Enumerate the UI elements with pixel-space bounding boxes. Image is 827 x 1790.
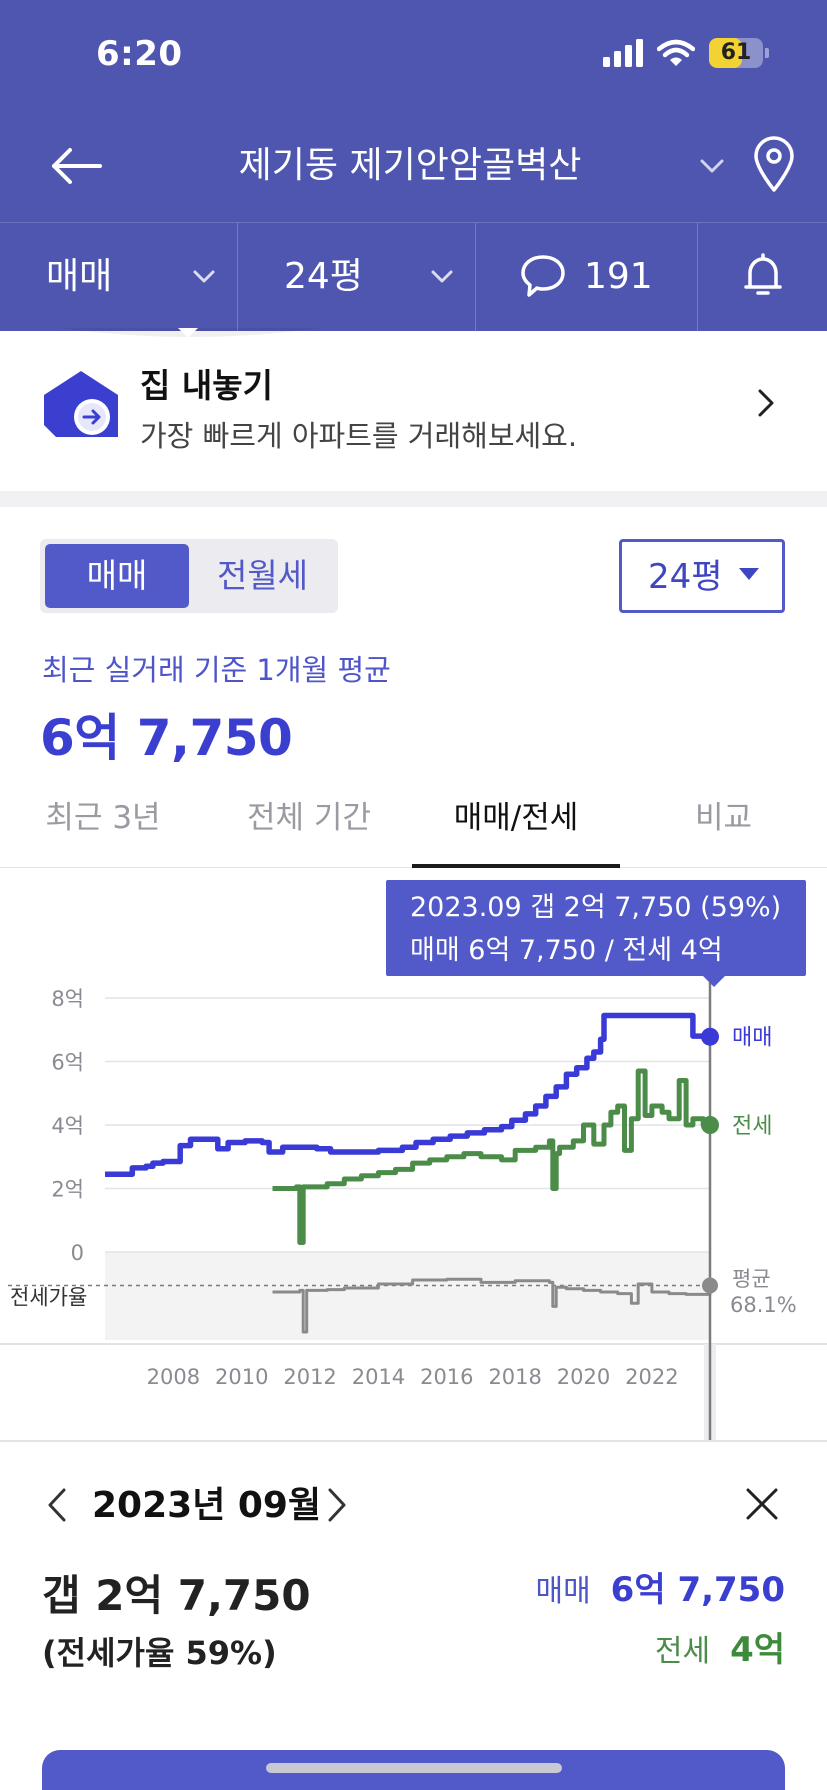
- signal-icon: [603, 39, 643, 67]
- price-chart[interactable]: 8억 6억 4억 2억 0 전세가율 2008 2010 2012 2014 2016 2018 202…: [0, 868, 827, 1440]
- series-label-jeonse: 전세: [732, 1114, 772, 1139]
- jeonse-marker: [701, 1116, 719, 1134]
- period-tabs: 최근 3년 전체 기간 매매/전세 비교: [0, 782, 827, 868]
- series-line-ratio: [272, 1277, 712, 1334]
- house-arrow-icon: [44, 371, 118, 437]
- x-tick-label: 2018: [488, 1365, 541, 1389]
- battery-icon: 61: [709, 38, 769, 68]
- status-icons: 61: [603, 38, 769, 68]
- detail-sale-row: 매매 6억 7,750: [535, 1562, 785, 1611]
- detail-jeonse-value: 4억: [730, 1630, 785, 1670]
- x-tick-label: 2012: [283, 1365, 336, 1389]
- segment-sale[interactable]: 매매: [45, 544, 189, 608]
- header: 6:20 61: [0, 0, 827, 332]
- status-time: 6:20: [96, 34, 183, 74]
- complex-title[interactable]: 제기동 제기안암골벽산: [238, 145, 582, 186]
- trade-type-filter[interactable]: 매매: [0, 223, 238, 332]
- tab-recent-3y[interactable]: 최근 3년: [45, 800, 161, 836]
- nav-bar: 제기동 제기안암골벽산: [0, 110, 827, 222]
- ratio-average-label: 평균: [732, 1267, 771, 1291]
- average-price: 6억 7,750: [40, 709, 293, 767]
- tab-sale-jeonse[interactable]: 매매/전세: [453, 800, 579, 836]
- location-pin-icon[interactable]: [752, 134, 796, 194]
- wifi-icon: [657, 39, 695, 66]
- comments-button[interactable]: 191: [476, 223, 698, 332]
- x-tick-label: 2008: [147, 1365, 200, 1389]
- size-dropdown-value: 24평: [648, 557, 723, 597]
- section-divider: [0, 491, 827, 507]
- ratio-average-value: 68.1%: [730, 1293, 797, 1317]
- x-tick-label: 2020: [557, 1365, 610, 1389]
- price-chart-svg: 8억 6억 4억 2억 0 전세가율 2008 2010 2012 2014 2016 2018 202…: [0, 978, 827, 1440]
- selected-month: 2023년 09월: [92, 1485, 322, 1526]
- caret-down-icon: [739, 568, 759, 580]
- detail-jeonse-row: 전세 4억: [655, 1622, 785, 1671]
- ratio-axis-label: 전세가율: [10, 1286, 87, 1310]
- chevron-left-icon[interactable]: [42, 1484, 72, 1526]
- jeonse-ratio: (전세가율 59%): [42, 1634, 277, 1672]
- notification-button[interactable]: [698, 223, 827, 332]
- home-indicator: [266, 1763, 562, 1773]
- battery-level: 61: [720, 40, 752, 65]
- gap-amount: 갭 2억 7,750: [42, 1571, 311, 1620]
- tab-all-period[interactable]: 전체 기간: [247, 800, 371, 836]
- chevron-right-icon[interactable]: [322, 1484, 352, 1526]
- active-tab-indicator: [412, 864, 620, 868]
- ratio-marker: [702, 1277, 718, 1294]
- y-tick-label: 8억: [51, 987, 84, 1011]
- tooltip-shadow: [60, 328, 320, 338]
- area-label: 24평: [284, 256, 363, 297]
- ratio-band: [105, 1252, 710, 1340]
- y-tick-label: 2억: [51, 1178, 84, 1202]
- sell-home-banner[interactable]: 집 내놓기 가장 빠르게 아파트를 거래해보세요.: [0, 331, 827, 491]
- trade-segment-control: 매매 전월세: [40, 539, 338, 613]
- y-tick-label: 4억: [51, 1114, 84, 1138]
- tab-compare[interactable]: 비교: [694, 800, 753, 836]
- series-line-jeonse: [272, 1068, 710, 1245]
- average-caption: 최근 실거래 기준 1개월 평균: [42, 653, 391, 687]
- detail-sale-label: 매매: [535, 1574, 591, 1609]
- segment-rent[interactable]: 전월세: [216, 556, 309, 595]
- series-line-sale: [105, 1012, 713, 1177]
- x-tick-label: 2022: [625, 1365, 678, 1389]
- tooltip-line-2: 매매 6억 7,750 / 전세 4억: [410, 935, 723, 966]
- promo-subtitle: 가장 빠르게 아파트를 거래해보세요.: [140, 419, 578, 453]
- area-filter[interactable]: 24평: [238, 223, 476, 332]
- series-label-sale: 매매: [732, 1026, 772, 1051]
- promo-title: 집 내놓기: [140, 366, 273, 405]
- chart-tooltip: 2023.09 갭 2억 7,750 (59%) 매매 6억 7,750 / 전…: [386, 880, 806, 976]
- speech-bubble-icon: [521, 255, 565, 297]
- y-tick-label: 6억: [51, 1051, 84, 1075]
- detail-jeonse-label: 전세: [654, 1634, 711, 1669]
- tooltip-line-1: 2023.09 갭 2억 7,750 (59%): [410, 892, 782, 923]
- size-dropdown[interactable]: 24평: [619, 539, 785, 613]
- sale-marker: [701, 1027, 719, 1046]
- detail-sale-value: 6억 7,750: [610, 1570, 785, 1610]
- x-tick-label: 2014: [352, 1365, 405, 1389]
- x-tick-label: 2016: [420, 1365, 473, 1389]
- chevron-down-icon[interactable]: [694, 148, 730, 184]
- close-icon[interactable]: [742, 1484, 782, 1524]
- tooltip-tail: [702, 975, 726, 987]
- y-tick-label: 0: [71, 1241, 84, 1265]
- trade-type-label: 매매: [46, 256, 113, 297]
- comment-count: 191: [584, 256, 653, 297]
- filter-bar: 매매 24평 191: [0, 222, 827, 332]
- back-arrow-icon[interactable]: [48, 136, 108, 196]
- chevron-right-icon: [758, 389, 774, 417]
- bell-icon: [744, 253, 782, 295]
- x-tick-label: 2010: [215, 1365, 268, 1389]
- detail-divider: [0, 1440, 827, 1442]
- chevron-down-icon: [431, 270, 453, 283]
- status-bar: 6:20 61: [0, 0, 827, 110]
- chevron-down-icon: [193, 270, 215, 283]
